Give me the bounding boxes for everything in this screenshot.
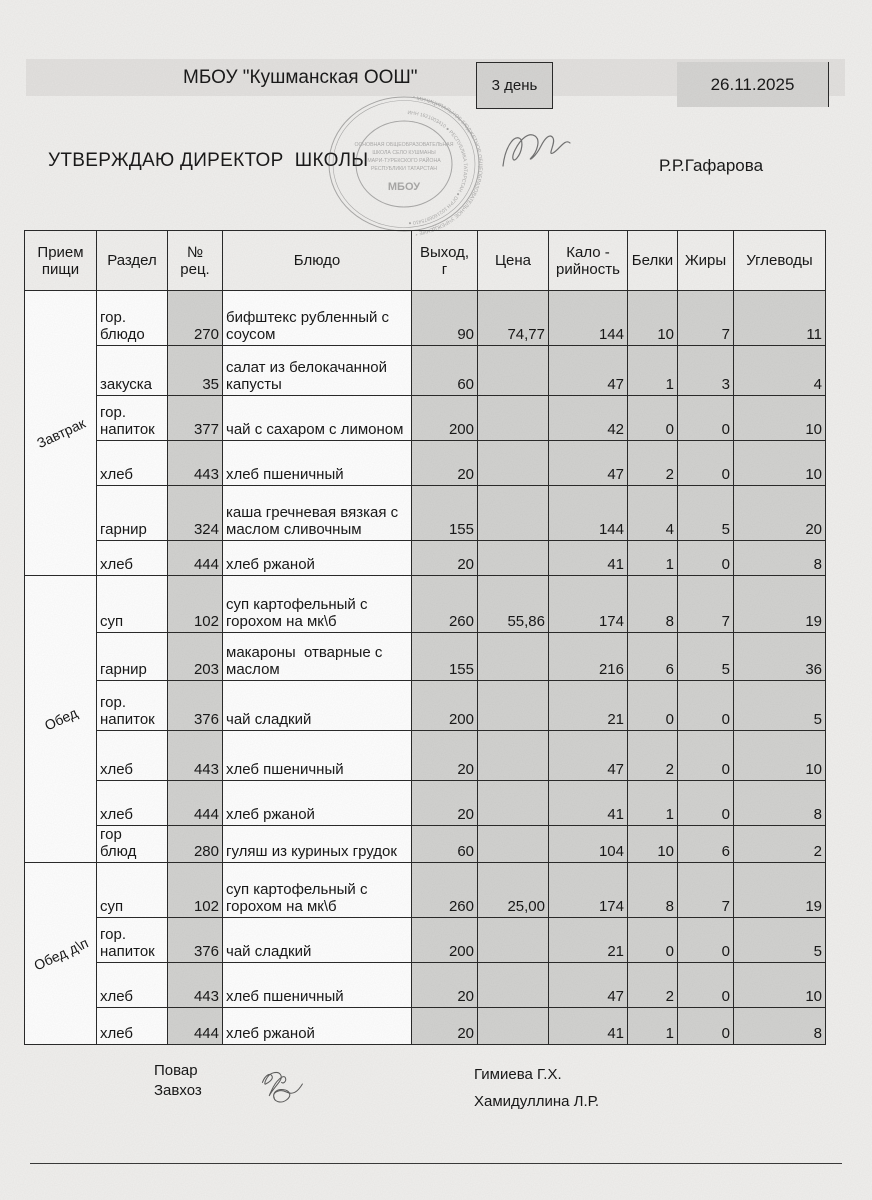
svg-text:РЕСПУБЛИКИ ТАТАРСТАН: РЕСПУБЛИКИ ТАТАРСТАН xyxy=(371,166,437,172)
svg-text:ШКОЛА СЕЛО КУШМАНЫ: ШКОЛА СЕЛО КУШМАНЫ xyxy=(372,150,436,156)
svg-text:ОСНОВНАЯ ОБЩЕОБРАЗОВАТЕЛЬНАЯ: ОСНОВНАЯ ОБЩЕОБРАЗОВАТЕЛЬНАЯ xyxy=(355,142,454,148)
svg-text:МАРИ-ТУРЕКСКОГО РАЙОНА: МАРИ-ТУРЕКСКОГО РАЙОНА xyxy=(367,156,441,164)
svg-text:МБОУ: МБОУ xyxy=(388,181,420,193)
